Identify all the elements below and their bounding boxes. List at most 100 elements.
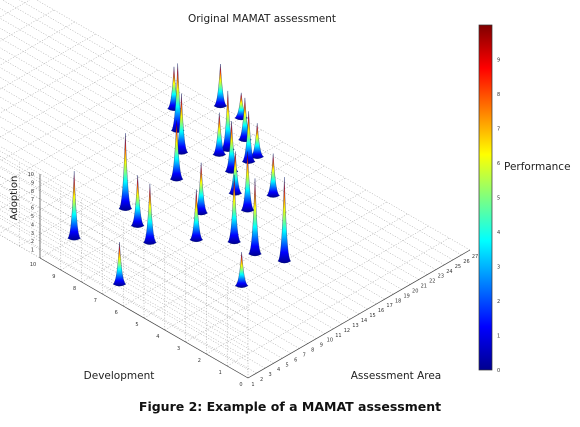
x-tick-label: 6 bbox=[294, 357, 297, 363]
x-tick-label: 18 bbox=[395, 298, 401, 304]
x-tick-label: 13 bbox=[352, 323, 358, 329]
z-tick-label: 2 bbox=[31, 239, 34, 245]
z-tick-label: 10 bbox=[28, 172, 34, 178]
floor-grid-line bbox=[0, 195, 283, 359]
y-tick-label: 8 bbox=[73, 286, 76, 292]
x-tick-label: 26 bbox=[463, 259, 469, 265]
floor-grid-line bbox=[0, 27, 428, 275]
x-tick-label: 19 bbox=[404, 293, 410, 299]
floor-grid-line bbox=[0, 33, 96, 90]
surface-peak bbox=[130, 175, 145, 228]
z-tick-label: 3 bbox=[31, 231, 34, 237]
floor-grid-line bbox=[81, 153, 304, 283]
floor-grid-line bbox=[0, 136, 334, 329]
chart-title: Original MAMAT assessment bbox=[188, 13, 336, 25]
x-tick-label: 11 bbox=[335, 333, 341, 339]
surface-peak bbox=[170, 63, 185, 133]
floor-grid-line bbox=[0, 86, 377, 305]
z-tick-label: 6 bbox=[31, 206, 34, 212]
colorbar-tick-label: 4 bbox=[497, 230, 500, 236]
wall-grid-line bbox=[0, 226, 249, 370]
colorbar-tick-label: 1 bbox=[497, 334, 500, 340]
floor-grid-line bbox=[0, 234, 249, 379]
y-tick-label: 3 bbox=[177, 346, 180, 352]
x-tick-label: 15 bbox=[369, 313, 375, 319]
x-tick-label: 9 bbox=[320, 343, 323, 349]
z-tick-label: 9 bbox=[31, 180, 34, 186]
x-tick-label: 17 bbox=[386, 303, 392, 309]
y-tick-label: 7 bbox=[94, 298, 97, 304]
floor-grid-line bbox=[36, 0, 471, 251]
x-tick-label: 7 bbox=[303, 352, 306, 358]
x-tick-label: 4 bbox=[277, 367, 280, 373]
y-tick-label: 10 bbox=[30, 262, 36, 268]
surface-peak bbox=[143, 183, 157, 245]
surface-peak bbox=[250, 123, 264, 159]
y-axis-label: Development bbox=[84, 370, 155, 382]
floor-grid-line bbox=[0, 9, 55, 42]
floor-grid-line bbox=[143, 189, 367, 319]
floor-grid-line bbox=[0, 81, 179, 186]
surface-peak bbox=[221, 90, 235, 152]
y-tick-label: 1 bbox=[219, 370, 222, 376]
x-tick-label: 24 bbox=[446, 269, 452, 275]
wall-grid-line bbox=[0, 167, 249, 312]
x-tick-label: 16 bbox=[378, 308, 384, 314]
surface-peak bbox=[112, 242, 127, 287]
surface-peak bbox=[169, 120, 184, 182]
z-tick-label: 7 bbox=[31, 197, 34, 203]
x-tick-label: 5 bbox=[286, 362, 289, 368]
y-axis-line bbox=[39, 257, 249, 379]
wall-grid-line bbox=[0, 234, 249, 379]
floor-grid-line bbox=[0, 57, 402, 290]
x-tick-label: 23 bbox=[438, 274, 444, 280]
x-tick-label: 21 bbox=[421, 284, 427, 290]
surface-peak bbox=[227, 174, 241, 245]
y-tick-label: 6 bbox=[115, 310, 118, 316]
colorbar-tick-label: 6 bbox=[497, 161, 500, 167]
floor-grid-line bbox=[0, 155, 317, 339]
surface-peak bbox=[234, 252, 249, 288]
colorbar bbox=[478, 24, 493, 371]
floor-grid-line bbox=[0, 21, 75, 66]
colorbar-tick-label: 3 bbox=[497, 265, 500, 271]
floor-grid-line bbox=[0, 175, 300, 349]
colorbar-label: Performance bbox=[504, 161, 571, 173]
colorbar-tick-label: 8 bbox=[497, 92, 500, 98]
surface-peak bbox=[266, 153, 280, 198]
x-tick-label: 14 bbox=[361, 318, 367, 324]
colorbar-tick-label: 7 bbox=[497, 127, 500, 133]
floor-grid-line bbox=[0, 145, 325, 334]
floor-grid-line bbox=[0, 45, 117, 114]
x-tick-label: 1 bbox=[251, 382, 254, 388]
surface-peak bbox=[248, 178, 262, 257]
axis-ticks: 0123456789101234567891011121314151617181… bbox=[28, 172, 479, 388]
x-axis-label: Assessment Area bbox=[351, 370, 442, 382]
colorbar-tick-label: 2 bbox=[497, 299, 500, 305]
floor-grid-line bbox=[0, 69, 159, 162]
x-tick-label: 20 bbox=[412, 288, 418, 294]
floor-grid-line bbox=[206, 225, 429, 355]
floor-grid-line bbox=[227, 237, 450, 367]
floor-grid-line bbox=[164, 201, 387, 331]
surface-peak bbox=[241, 111, 256, 164]
colorbar-tick-label: 0 bbox=[497, 368, 500, 374]
x-tick-label: 2 bbox=[260, 377, 263, 383]
x-tick-label: 12 bbox=[344, 328, 350, 334]
surface-peaks bbox=[67, 63, 292, 288]
y-tick-label: 4 bbox=[156, 334, 159, 340]
floor-grid-line bbox=[0, 47, 411, 285]
floor-grid-line bbox=[102, 165, 325, 295]
floor-grid-line bbox=[185, 213, 408, 343]
y-tick-label: 2 bbox=[198, 358, 201, 364]
floor-grid-line bbox=[19, 0, 462, 256]
surface-peak bbox=[194, 162, 208, 216]
floor-grid-line bbox=[0, 214, 266, 369]
floor-grid-line bbox=[2, 0, 454, 261]
x-tick-label: 10 bbox=[327, 338, 333, 344]
surface-peak bbox=[224, 121, 239, 174]
z-tick-label: 4 bbox=[31, 222, 34, 228]
surface-peak bbox=[212, 112, 227, 157]
z-axis-label: Adoption bbox=[9, 176, 20, 221]
colorbar-tick-label: 5 bbox=[497, 196, 500, 202]
